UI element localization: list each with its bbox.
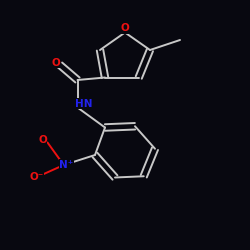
Text: O: O: [52, 58, 60, 68]
Text: N⁺: N⁺: [59, 160, 74, 170]
Text: O: O: [120, 23, 130, 33]
Text: HN: HN: [75, 99, 92, 109]
Text: O: O: [38, 135, 47, 145]
Text: O⁻: O⁻: [29, 172, 43, 182]
